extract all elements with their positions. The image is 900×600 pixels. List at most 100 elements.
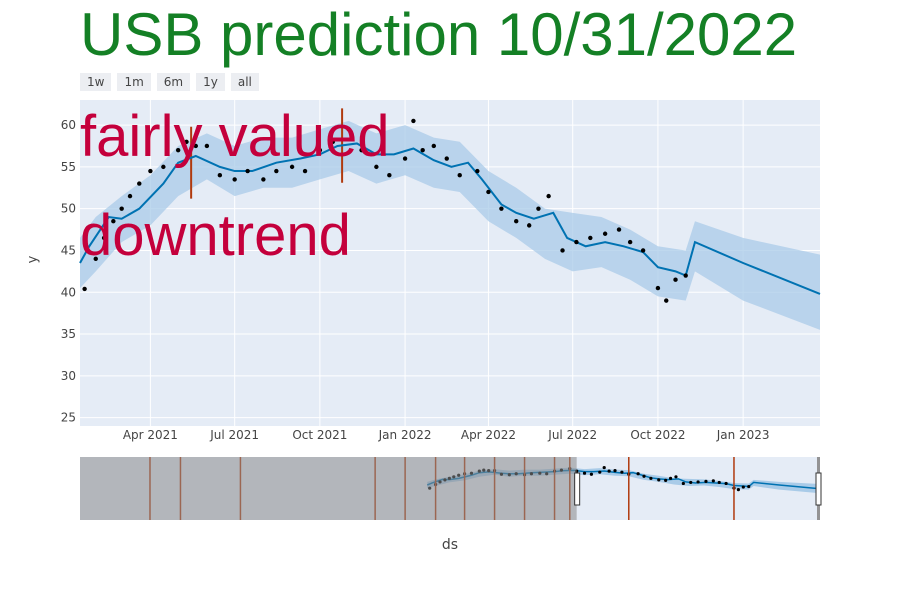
observation-point [588,235,593,241]
forecast-layer [79,142,821,295]
observation-point [486,189,491,195]
x-tick-label: Jan 2023 [716,428,770,442]
observation-point [536,206,541,211]
observation-point [683,273,688,278]
y-tick-label: 60 [61,118,76,132]
uncertainty-band [80,120,820,330]
y-tick-label: 50 [61,202,76,216]
x-tick-label: Jan 2022 [378,428,432,442]
slider-observation [642,474,646,478]
observation-point [420,147,425,153]
observation-point [193,143,198,149]
x-tick-label: Oct 2021 [292,428,347,442]
slider-observation [607,469,611,473]
observation-point [387,173,392,178]
observation-point [359,147,364,153]
observation-point [346,127,351,132]
observation-point [184,139,189,144]
observation-point [664,298,669,303]
range-button-1m[interactable]: 1m [117,73,151,91]
x-tick-label: Jul 2022 [547,428,597,442]
observation-point [127,193,133,199]
observation-point [655,285,661,291]
slider-observation [582,471,587,475]
observation-point [175,147,181,153]
observation-point [411,118,416,124]
chart-title: USB prediction 10/31/2022 [80,1,798,68]
observation-point [616,227,622,232]
range-button-1w[interactable]: 1w [80,73,112,91]
observation-point [457,173,462,178]
slider-observation [689,480,693,485]
observation-point [402,156,408,161]
observation-point [274,168,279,174]
observation-point [217,173,223,178]
observation-point [302,168,308,174]
slider-observation [649,476,653,480]
slider-observation [724,481,728,486]
slider-observation [711,479,715,483]
observation-point [161,164,166,170]
observations-layer [82,118,688,303]
slider-observation [620,470,624,474]
observation-point [317,147,323,153]
observation-point [101,235,107,241]
y-tick-label: 40 [61,285,76,299]
slider-handle-right[interactable] [815,472,822,506]
slider-observation [598,470,602,474]
observation-point [574,239,579,245]
observation-point [82,286,87,292]
observation-point [560,248,565,253]
range-button-all[interactable]: all [230,73,259,91]
y-axis-label: y [25,255,41,264]
observation-point [374,164,379,170]
annotation-downtrend: downtrend [80,203,351,268]
x-axis: Apr 2021 Jul 2021 Oct 2021 Jan 2022 Apr 2022… [123,428,770,442]
observation-point [673,277,678,282]
y-tick-label: 55 [61,160,76,174]
slider-observation [696,480,700,484]
y-axis: 25 30 35 40 45 50 55 60 [61,118,76,425]
slider-observation [589,472,594,476]
slider-observation [741,485,745,489]
observation-point [245,168,250,174]
range-selector: 1w 1m 6m 1y all [80,73,259,91]
slider-observation [747,484,751,489]
y-tick-label: 30 [61,369,76,383]
observation-point [137,181,142,186]
slider-observation [657,478,661,482]
forecast-line [79,142,821,295]
range-button-6m[interactable]: 6m [156,73,191,91]
observation-point [330,139,336,144]
slider-observation [674,475,678,479]
observation-point [444,156,449,161]
observation-point [526,223,532,228]
observation-point [232,177,237,182]
slider-observation [668,476,673,480]
uncertainty-layer [80,120,820,330]
slider-mask [80,457,577,520]
annotation-fairly-valued: fairly valued [80,104,390,169]
observation-point [514,219,519,224]
observation-point [602,231,608,236]
slider-observation [664,478,668,482]
observation-point [111,219,116,224]
x-tick-label: Oct 2022 [630,428,685,442]
observation-point [148,168,153,174]
slider-observation [681,481,685,486]
range-button-1y[interactable]: 1y [196,73,225,91]
observation-point [546,193,551,199]
slider-observation [613,469,617,473]
observation-point [475,168,480,174]
observation-point [119,206,124,211]
observation-point [640,248,646,253]
observation-point [289,164,295,170]
slider-observation [736,488,740,492]
observation-point [627,239,633,245]
range-slider[interactable] [80,457,822,520]
slider-observation [704,479,708,484]
observation-point [204,143,210,149]
slider-handle-left[interactable] [574,472,581,506]
observation-point [499,206,504,211]
